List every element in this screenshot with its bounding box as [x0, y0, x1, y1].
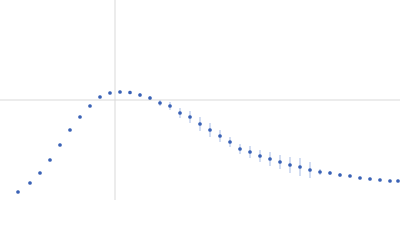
- data-point: [368, 177, 372, 181]
- data-point: [68, 128, 72, 132]
- data-point: [238, 147, 242, 151]
- data-point: [218, 134, 222, 138]
- data-point: [288, 163, 292, 167]
- data-point: [108, 91, 112, 95]
- data-point: [328, 171, 332, 175]
- data-point: [16, 190, 20, 194]
- data-point: [278, 160, 282, 164]
- data-point: [388, 179, 392, 183]
- data-point: [228, 140, 232, 144]
- data-point: [358, 176, 362, 180]
- data-point: [188, 115, 192, 119]
- data-point: [268, 157, 272, 161]
- data-point: [248, 150, 252, 154]
- data-point: [308, 168, 312, 172]
- data-point: [178, 111, 182, 115]
- data-point: [378, 178, 382, 182]
- data-point: [48, 158, 52, 162]
- data-point: [158, 101, 162, 105]
- data-point: [38, 171, 42, 175]
- data-point: [28, 181, 32, 185]
- data-point: [258, 154, 262, 158]
- data-point: [98, 95, 102, 99]
- data-point: [138, 93, 142, 97]
- data-point: [318, 170, 322, 174]
- data-point: [298, 165, 302, 169]
- data-point: [168, 104, 172, 108]
- data-point: [58, 143, 62, 147]
- data-point: [198, 122, 202, 126]
- data-point: [338, 173, 342, 177]
- data-point: [78, 115, 82, 119]
- data-point: [148, 96, 152, 100]
- data-point: [348, 174, 352, 178]
- data-point: [88, 104, 92, 108]
- chart: [0, 0, 400, 200]
- data-point: [128, 90, 132, 95]
- data-point: [118, 90, 122, 94]
- data-point: [208, 128, 212, 132]
- data-point: [396, 179, 400, 183]
